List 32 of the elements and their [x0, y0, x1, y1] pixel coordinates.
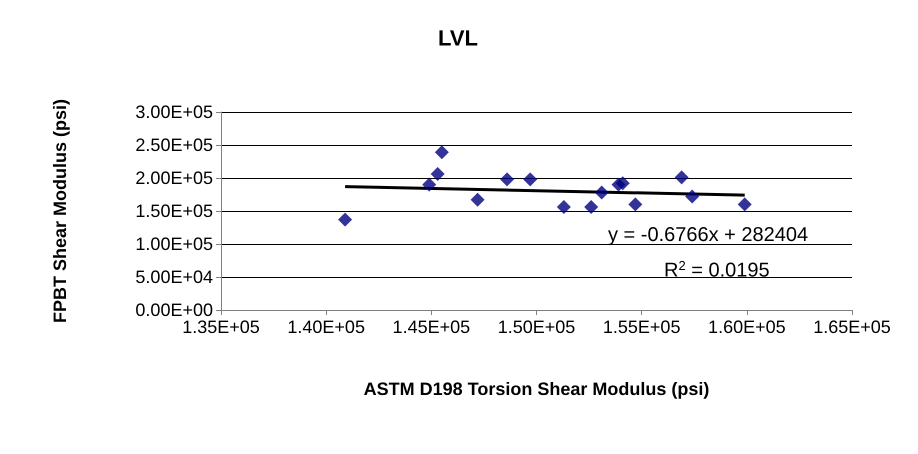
y-tick-label: 2.00E+05 [135, 168, 213, 188]
point [500, 172, 514, 186]
x-tick-label: 1.55E+05 [602, 317, 680, 337]
x-axis-title: ASTM D198 Torsion Shear Modulus (psi) [364, 379, 710, 399]
y-tick-label: 5.00E+04 [135, 267, 213, 287]
x-tick-label: 1.40E+05 [287, 317, 365, 337]
x-tick-label: 1.50E+05 [498, 317, 576, 337]
x-tick-label: 1.65E+05 [813, 317, 891, 337]
x-tick-label: 1.45E+05 [392, 317, 470, 337]
point [523, 172, 538, 186]
y-tick-label: 1.50E+05 [135, 201, 213, 221]
chart-title: LVL [438, 26, 478, 50]
y-tick-label: 3.00E+05 [135, 102, 213, 122]
point [434, 145, 449, 160]
point [338, 212, 352, 227]
x-tick-label: 1.35E+05 [182, 317, 260, 337]
point [685, 189, 700, 204]
point [674, 170, 689, 184]
point [422, 178, 436, 192]
x-tick-label: 1.60E+05 [708, 317, 786, 337]
y-tick-label: 0.00E+00 [135, 300, 213, 320]
point [628, 197, 642, 212]
y-tick-label: 1.00E+05 [135, 234, 213, 254]
y-tick-label: 2.50E+05 [135, 135, 213, 155]
point [584, 200, 598, 214]
point [470, 192, 485, 207]
point [594, 186, 609, 200]
point [738, 197, 752, 212]
point [430, 167, 445, 182]
y-axis-title: FPBT Shear Modulus (psi) [50, 98, 70, 324]
point [616, 176, 630, 190]
point [556, 200, 571, 214]
